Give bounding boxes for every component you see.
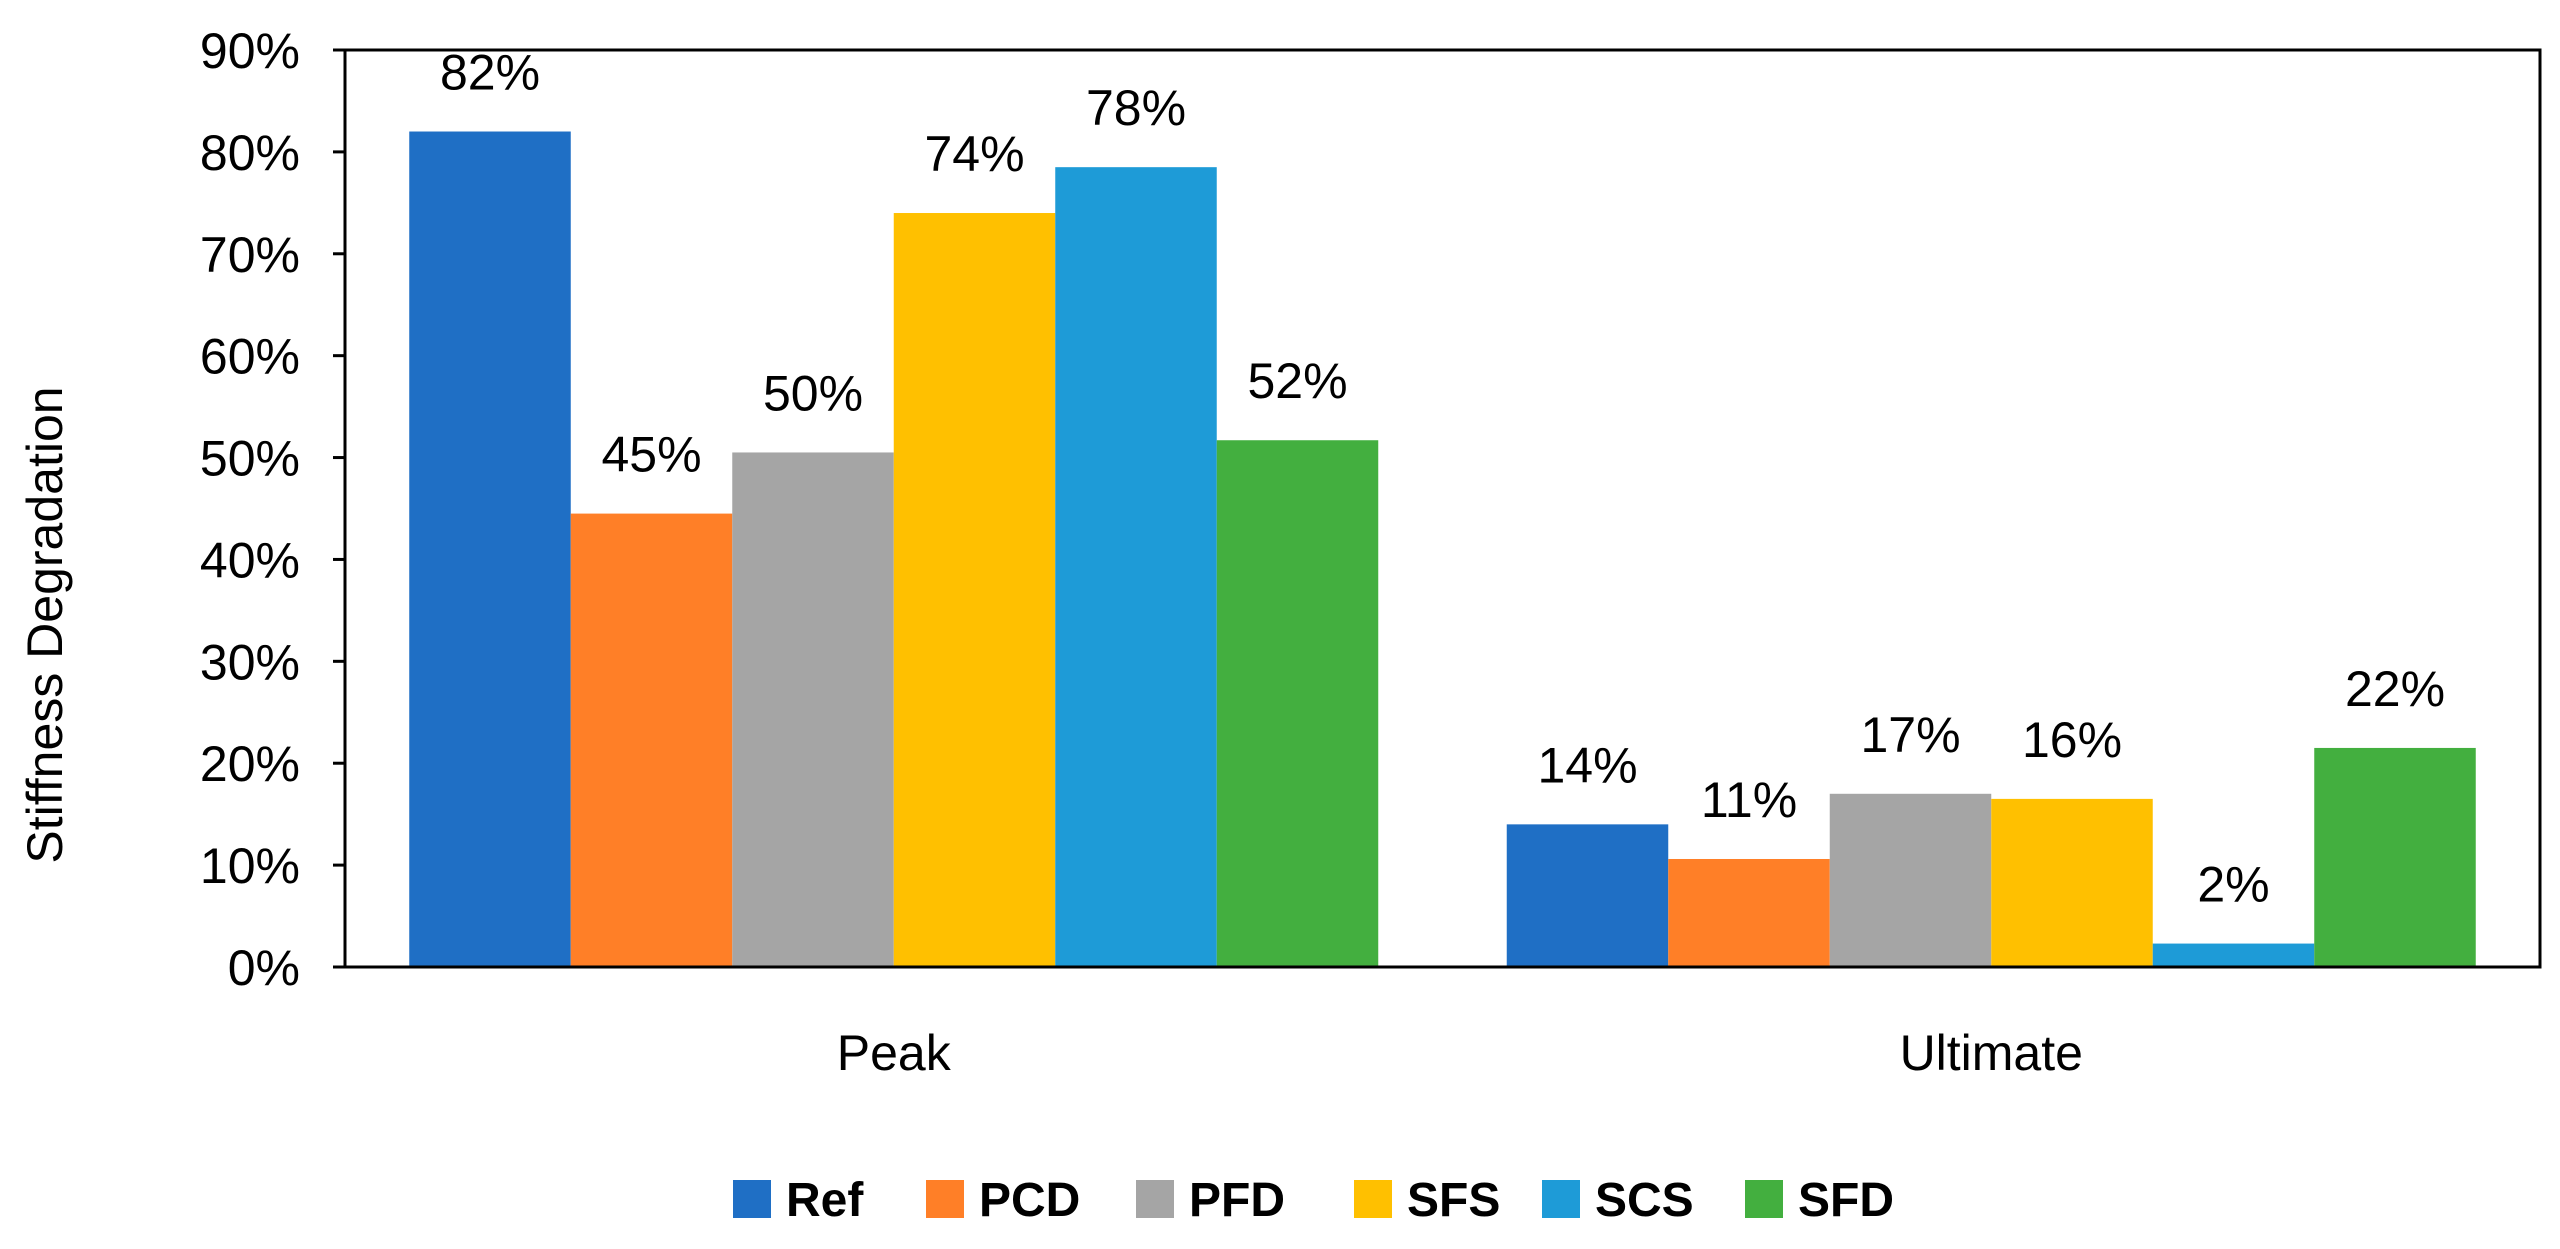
y-tick-label: 10% [200, 838, 300, 894]
y-tick-label: 60% [200, 329, 300, 385]
y-tick-label: 70% [200, 227, 300, 283]
bar-pcd-peak [570, 513, 733, 967]
bar-sfs-ultimate [1991, 798, 2153, 967]
y-tick-label: 80% [200, 125, 300, 181]
data-label-sfs-peak: 74% [924, 126, 1024, 182]
legend-label: PCD [979, 1174, 1080, 1227]
legend-swatch [1542, 1180, 1580, 1218]
data-label-sfd-peak: 52% [1247, 353, 1347, 409]
legend-swatch [926, 1180, 964, 1218]
legend-swatch [733, 1180, 771, 1218]
data-label-pfd-peak: 50% [763, 365, 863, 421]
legend-label: Ref [786, 1174, 864, 1227]
data-label-sfs-ultimate: 16% [2022, 712, 2122, 768]
legend-item-pfd: PFD [1136, 1174, 1285, 1227]
legend-item-pcd: PCD [926, 1174, 1080, 1227]
bar-sfd-ultimate [2314, 747, 2476, 967]
category-labels: Peak Ultimate [837, 1025, 2083, 1081]
bar-ref-ultimate [1506, 824, 1669, 967]
bar-pcd-ultimate [1668, 858, 1830, 967]
y-tick-labels: 0% 10% 20% 30% 40% 50% 60% 70% 80% 90% [200, 23, 300, 996]
y-tick-label: 30% [200, 634, 300, 690]
plot-frame [333, 48, 2542, 969]
bars [409, 131, 2476, 967]
legend: Ref PCD PFD SFS SCS SFD [733, 1174, 1894, 1227]
legend-label: SFS [1407, 1174, 1500, 1227]
data-labels: 82% 45% 50% 74% 78% 52% 14% 11% 17% 16% 2% 22% [440, 45, 2445, 913]
legend-label: PFD [1189, 1174, 1285, 1227]
bar-sfd-peak [1216, 440, 1379, 967]
data-label-scs-peak: 78% [1086, 80, 1186, 136]
y-tick-label: 50% [200, 431, 300, 487]
y-tick-label: 90% [200, 23, 300, 79]
data-label-scs-ultimate: 2% [2197, 857, 2269, 913]
y-axis-title-group: Stiffness Degradation [17, 386, 73, 863]
data-label-pcd-peak: 45% [601, 427, 701, 483]
bar-pfd-peak [732, 452, 894, 967]
y-tick-label: 40% [200, 532, 300, 588]
bar-pfd-ultimate [1829, 793, 1992, 967]
legend-swatch [1136, 1180, 1174, 1218]
data-label-sfd-ultimate: 22% [2345, 661, 2445, 717]
bar-scs-peak [1055, 167, 1217, 967]
legend-label: SCS [1595, 1174, 1694, 1227]
plot-border [343, 48, 2542, 969]
y-axis-title: Stiffness Degradation [17, 386, 73, 863]
bar-scs-ultimate [2152, 943, 2315, 967]
data-label-ref-ultimate: 14% [1537, 737, 1637, 793]
data-label-pcd-ultimate: 11% [1701, 772, 1797, 828]
bar-ref-peak [409, 131, 571, 967]
bar-sfs-peak [893, 213, 1056, 967]
category-label-peak: Peak [837, 1025, 952, 1081]
y-tick-label: 20% [200, 736, 300, 792]
category-label-ultimate: Ultimate [1900, 1025, 2083, 1081]
data-label-pfd-ultimate: 17% [1860, 707, 1960, 763]
legend-item-sfs: SFS [1354, 1174, 1500, 1227]
legend-item-sfd: SFD [1745, 1174, 1894, 1227]
data-label-ref-peak: 82% [440, 45, 540, 101]
legend-swatch [1354, 1180, 1392, 1218]
legend-item-scs: SCS [1542, 1174, 1694, 1227]
legend-item-ref: Ref [733, 1174, 864, 1227]
legend-label: SFD [1798, 1174, 1894, 1227]
y-tick-label: 0% [228, 940, 300, 996]
legend-swatch [1745, 1180, 1783, 1218]
